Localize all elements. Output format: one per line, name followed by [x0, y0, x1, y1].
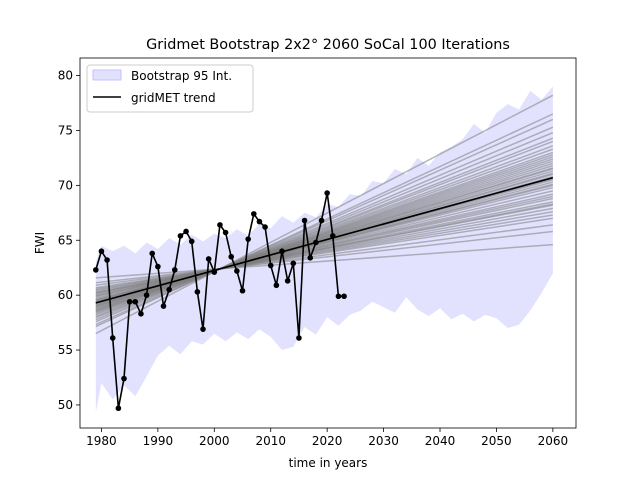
observed-point — [239, 287, 246, 294]
y-tick-label: 70 — [58, 178, 73, 192]
observed-point — [104, 257, 110, 263]
bootstrap-line — [95, 230, 553, 284]
observed-point — [245, 236, 251, 242]
legend-trend-label: gridMET trend — [131, 91, 216, 105]
x-tick-label: 2010 — [255, 434, 286, 448]
observed-point — [188, 238, 195, 245]
y-axis-ticks: 50 55 60 65 70 75 80 — [58, 69, 80, 412]
observed-point — [155, 263, 161, 270]
observed-point — [143, 292, 150, 298]
observed-point — [217, 222, 223, 228]
observed-point — [138, 311, 144, 317]
legend-frame — [86, 64, 254, 113]
observed-point — [273, 282, 280, 289]
observed-point — [183, 228, 189, 235]
observed-point — [92, 267, 99, 273]
observed-point — [290, 260, 297, 267]
y-tick-label: 50 — [58, 398, 73, 412]
x-tick-label: 2030 — [368, 434, 399, 448]
x-tick-label: 2040 — [425, 434, 456, 448]
observed-point — [234, 268, 240, 274]
observed-point — [121, 375, 127, 382]
x-tick-label: 2050 — [481, 434, 512, 448]
bootstrap-line — [95, 126, 554, 323]
bootstrap-line — [95, 113, 554, 328]
observed-point — [250, 211, 257, 217]
bootstrap-line — [95, 224, 553, 286]
observed-point — [171, 267, 178, 273]
chart-title: Gridmet Bootstrap 2x2° 2060 SoCal 100 It… — [146, 37, 510, 53]
observed-point — [194, 289, 201, 295]
observed-point — [318, 217, 325, 224]
observed-point — [313, 239, 319, 246]
legend: Bootstrap 95 Int. gridMET trend — [86, 64, 254, 113]
observed-point — [166, 286, 172, 293]
bootstrap-line — [95, 243, 553, 279]
observed-point — [256, 218, 263, 225]
observed-point — [126, 298, 133, 305]
observed-point — [160, 303, 167, 309]
observed-point — [98, 248, 105, 255]
x-axis-ticks: 1980 1990 2000 2010 2020 2030 2040 2050 2060 — [86, 428, 568, 448]
observed-point — [228, 253, 235, 260]
observed-point — [222, 229, 229, 236]
observed-point — [205, 256, 212, 262]
y-tick-label: 65 — [58, 233, 73, 247]
y-tick-label: 55 — [58, 343, 73, 357]
y-tick-label: 60 — [58, 288, 73, 302]
observed-point — [211, 269, 218, 275]
observed-point — [284, 278, 291, 284]
observed-point — [307, 255, 314, 261]
observed-point — [200, 326, 206, 332]
observed-point — [262, 224, 268, 230]
legend-band-label: Bootstrap 95 Int. — [131, 69, 232, 83]
x-tick-label: 1990 — [143, 434, 174, 448]
x-tick-label: 2000 — [199, 434, 230, 448]
observed-point — [341, 293, 347, 300]
x-tick-label: 2020 — [312, 434, 343, 448]
observed-point — [324, 190, 330, 196]
y-axis-label: FWI — [33, 232, 47, 254]
observed-point — [329, 233, 336, 239]
legend-band-swatch — [92, 69, 122, 81]
observed-series-layer — [92, 190, 347, 412]
y-tick-label: 75 — [58, 123, 73, 137]
x-tick-label: 2060 — [538, 434, 569, 448]
plot-frame — [79, 57, 577, 429]
observed-point — [177, 233, 184, 239]
x-tick-label: 1980 — [86, 434, 117, 448]
observed-point — [109, 335, 116, 341]
observed-point — [301, 217, 308, 224]
observed-point — [267, 262, 274, 269]
observed-point — [115, 405, 122, 412]
observed-point — [335, 293, 342, 300]
observed-point — [132, 298, 139, 305]
observed-point — [149, 250, 156, 257]
bootstrap-line — [95, 94, 554, 335]
observed-point — [296, 335, 302, 341]
x-axis-label: time in years — [289, 456, 368, 470]
observed-point — [279, 248, 285, 255]
y-tick-label: 80 — [58, 69, 73, 83]
